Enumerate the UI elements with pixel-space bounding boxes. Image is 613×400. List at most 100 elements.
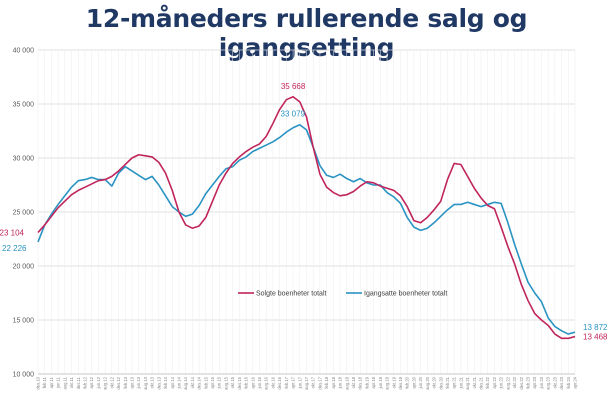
data-label: 13 468 <box>583 333 608 342</box>
x-tick-label: feb.16 <box>244 376 249 388</box>
x-tick-label: feb.20 <box>405 376 410 388</box>
y-tick-label: 10 000 <box>13 372 35 379</box>
x-tick-label: okt.11 <box>69 376 74 388</box>
x-tick-label: aug.17 <box>304 376 309 389</box>
data-label: 33 079 <box>281 110 306 119</box>
x-tick-label: aug.15 <box>223 376 228 389</box>
x-tick-label: apr.24 <box>573 376 578 388</box>
x-tick-label: jun.19 <box>378 376 383 389</box>
x-tick-label: okt.15 <box>230 376 235 388</box>
x-tick-label: apr.20 <box>411 376 416 388</box>
x-tick-label: aug.13 <box>143 376 148 389</box>
x-tick-label: feb.14 <box>163 376 168 388</box>
x-tick-label: feb.21 <box>445 376 450 388</box>
y-tick-label: 20 000 <box>13 264 35 271</box>
x-tick-label: okt.17 <box>311 376 316 388</box>
x-tick-label: apr.13 <box>129 376 134 388</box>
legend-label: Solgte boenheter totalt <box>256 291 326 298</box>
x-tick-label: okt.18 <box>351 376 356 388</box>
y-axis: 10 000 15 000 20 000 25 000 30 000 35 000 40 0… <box>13 48 35 379</box>
x-tick-label: aug.19 <box>385 376 390 389</box>
x-tick-label: aug.12 <box>103 376 108 389</box>
x-tick-label: okt.21 <box>472 376 477 388</box>
x-tick-label: jun.15 <box>217 376 222 389</box>
x-tick-label: okt.16 <box>270 376 275 388</box>
x-tick-label: feb.19 <box>364 376 369 388</box>
x-tick-label: feb.11 <box>42 376 47 388</box>
x-tick-label: apr.12 <box>89 376 94 388</box>
x-tick-label: des.12 <box>116 376 121 389</box>
x-tick-label: aug.16 <box>264 376 269 389</box>
x-tick-label: aug.14 <box>183 376 188 389</box>
x-tick-label: des.15 <box>237 376 242 389</box>
x-tick-label: jun.12 <box>96 376 101 389</box>
x-tick-label: okt.13 <box>150 376 155 388</box>
x-tick-label: des.23 <box>559 376 564 389</box>
x-tick-label: des.20 <box>438 376 443 389</box>
y-tick-label: 35 000 <box>13 102 35 109</box>
x-tick-label: des.14 <box>197 376 202 389</box>
x-tick-label: jun.22 <box>499 376 504 389</box>
x-tick-label: okt.20 <box>432 376 437 388</box>
x-tick-label: jun.23 <box>539 376 544 389</box>
x-tick-label: okt.14 <box>190 376 195 388</box>
data-label: 22 226 <box>2 244 27 253</box>
x-tick-label: feb.17 <box>284 376 289 388</box>
x-tick-label: des.21 <box>479 376 484 389</box>
x-tick-label: apr.14 <box>170 376 175 388</box>
legend-label: Igangsatte boenheter totalt <box>364 291 447 298</box>
chart-legend: Solgte boenheter totalt Igangsatte boenhe… <box>238 291 447 298</box>
x-tick-label: jun.13 <box>136 376 141 389</box>
x-tick-label: apr.16 <box>250 376 255 388</box>
x-tick-label: feb.24 <box>566 376 571 388</box>
x-axis: des.10 feb.11 apr.11 jun.11 aug.11 okt.11 des.… <box>36 376 578 389</box>
x-tick-label: feb.18 <box>324 376 329 388</box>
x-tick-label: aug.11 <box>62 376 67 389</box>
y-tick-label: 25 000 <box>13 210 35 217</box>
x-tick-label: apr.22 <box>492 376 497 388</box>
x-tick-label: des.16 <box>277 376 282 389</box>
series-line-started <box>37 123 576 335</box>
x-tick-label: feb.12 <box>82 376 87 388</box>
x-tick-label: des.17 <box>317 376 322 389</box>
x-tick-label: des.19 <box>398 376 403 389</box>
x-tick-label: des.13 <box>156 376 161 389</box>
x-tick-label: jun.18 <box>338 376 343 389</box>
x-tick-label: apr.11 <box>49 376 54 388</box>
x-tick-label: aug.22 <box>505 376 510 389</box>
x-tick-label: jun.17 <box>297 376 302 389</box>
x-tick-label: apr.19 <box>371 376 376 388</box>
series-line-sold <box>37 95 576 340</box>
x-tick-label: des.11 <box>76 376 81 389</box>
x-tick-label: okt.19 <box>391 376 396 388</box>
x-tick-label: aug.18 <box>344 376 349 389</box>
x-tick-label: des.22 <box>519 376 524 389</box>
x-tick-label: feb.23 <box>526 376 531 388</box>
x-tick-label: jun.20 <box>418 376 423 389</box>
series-lines <box>37 95 576 340</box>
x-tick-label: apr.21 <box>452 376 457 388</box>
x-tick-label: aug.23 <box>546 376 551 389</box>
page-title: 12-måneders rullerende salg og igangsett… <box>85 4 528 62</box>
x-tick-label: jun.16 <box>257 376 262 389</box>
x-tick-label: apr.15 <box>210 376 215 388</box>
x-tick-label: jun.21 <box>458 376 463 389</box>
data-label: 35 668 <box>281 82 306 91</box>
y-tick-label: 30 000 <box>13 156 35 163</box>
x-tick-label: aug.20 <box>425 376 430 389</box>
x-tick-label: okt.22 <box>512 376 517 388</box>
x-tick-label: des.10 <box>36 376 41 389</box>
y-tick-label: 15 000 <box>13 318 35 325</box>
x-tick-label: feb.13 <box>123 376 128 388</box>
x-tick-label: des.18 <box>358 376 363 389</box>
x-tick-label: apr.17 <box>291 376 296 388</box>
y-tick-label: 40 000 <box>13 48 35 55</box>
x-tick-label: apr.18 <box>331 376 336 388</box>
x-tick-label: feb.15 <box>203 376 208 388</box>
x-tick-label: jun.11 <box>56 376 61 389</box>
x-tick-label: aug.21 <box>465 376 470 389</box>
x-tick-label: feb.22 <box>485 376 490 388</box>
data-label: 13 872 <box>583 323 608 332</box>
